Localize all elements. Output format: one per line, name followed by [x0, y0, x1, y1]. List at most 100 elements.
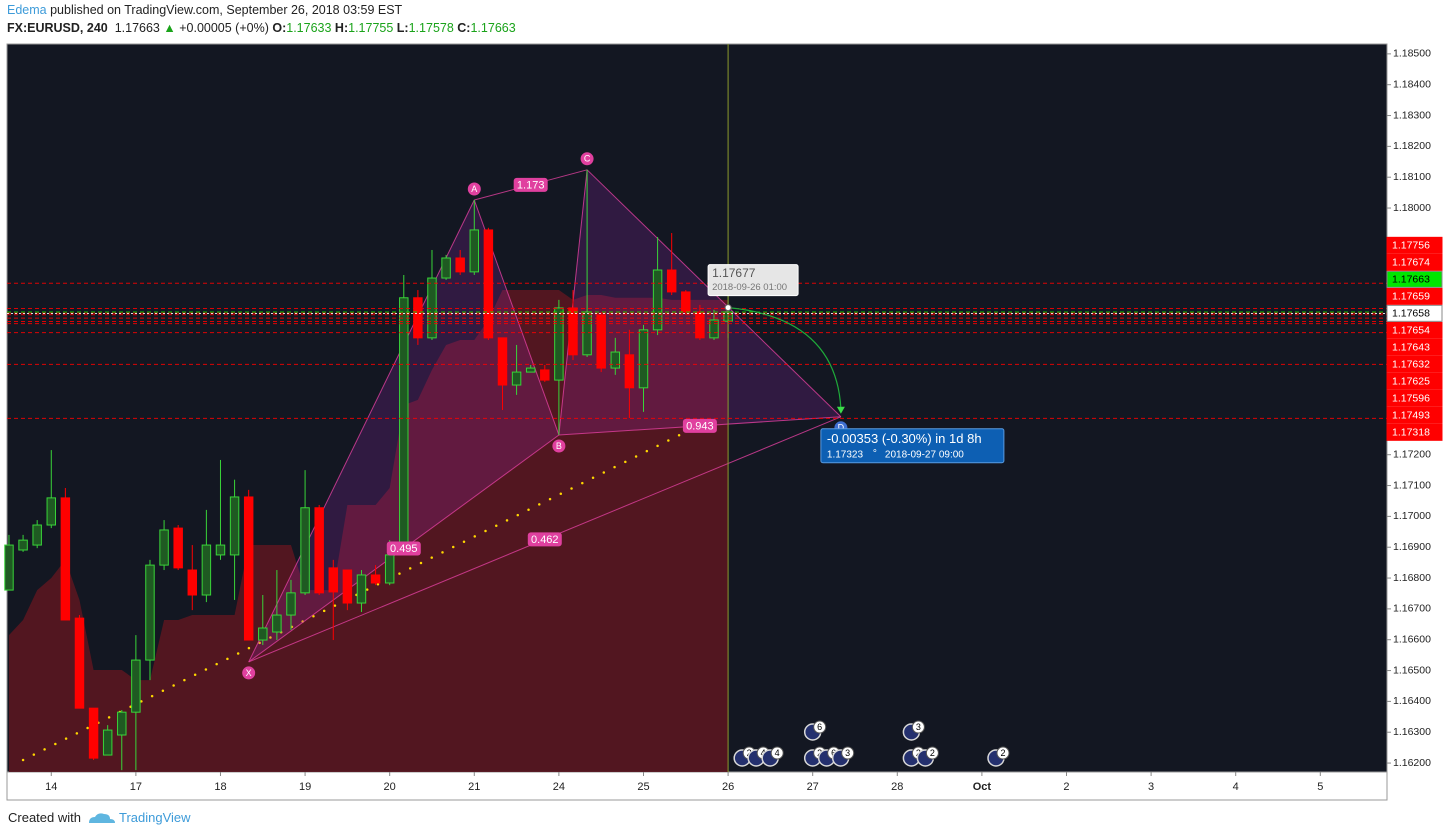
candle-body: [624, 354, 635, 389]
event-count: 3: [845, 748, 850, 758]
candle-body: [525, 367, 536, 373]
price-label: 1.17663: [1392, 274, 1430, 286]
y-tick-label: 1.18300: [1393, 109, 1431, 121]
x-tick-label: 20: [384, 781, 396, 793]
price-label: 1.17625: [1392, 376, 1430, 388]
y-tick-label: 1.17000: [1393, 510, 1431, 522]
ratio-label: 0.943: [686, 420, 714, 432]
candle-body: [88, 707, 99, 759]
candle-body: [384, 554, 395, 584]
x-tick-label: 3: [1148, 781, 1154, 793]
event-badge: [996, 746, 1010, 760]
candle-body: [46, 497, 57, 526]
ratio-box: [386, 541, 421, 556]
candle-body: [427, 277, 437, 339]
brand[interactable]: TradingView: [118, 810, 191, 825]
close-label: C:: [457, 21, 471, 35]
symbol: FX:EURUSD, 240: [7, 21, 108, 35]
x-tick-label: 14: [45, 781, 57, 793]
price-label-box: [1386, 236, 1443, 254]
y-tick-label: 1.18500: [1393, 48, 1431, 60]
candle-body: [145, 564, 155, 661]
y-tick-label: 1.16900: [1393, 541, 1431, 553]
pattern-point-label: A: [471, 184, 477, 194]
candle-body: [652, 269, 663, 331]
crosshair-point: [724, 304, 732, 312]
candle-body: [286, 592, 296, 616]
candle-body: [681, 291, 691, 313]
ratio-box: [527, 532, 562, 547]
projection-change: -0.00353 (-0.30%) in 1d 8h: [827, 431, 982, 446]
price-label-box: [1386, 287, 1443, 305]
event-badge: [925, 746, 939, 760]
candle-body: [596, 314, 606, 369]
event-count: 2: [930, 748, 935, 758]
footer: Created with TradingView: [8, 810, 191, 825]
x-tick-label: 27: [807, 781, 819, 793]
candle-body: [511, 371, 522, 386]
pattern-point: [242, 666, 256, 680]
candle-body: [74, 617, 85, 709]
event-badge: [911, 720, 925, 734]
candle-body: [117, 711, 127, 736]
pattern-point-label: B: [556, 441, 562, 451]
candle-body: [709, 319, 719, 339]
candle-body: [314, 507, 324, 594]
ratio-label: 0.462: [531, 534, 559, 546]
candle-body: [4, 544, 14, 591]
price-label-box: [1386, 406, 1443, 424]
price-label: 1.17632: [1392, 359, 1430, 371]
y-tick-label: 1.16700: [1393, 603, 1431, 615]
price-label-box: [1386, 321, 1443, 339]
header-line-2: FX:EURUSD, 240 1.17663 ▲ +0.00005 (+0%) …: [7, 21, 516, 35]
ratio-box: [513, 177, 548, 192]
price-label: 1.17318: [1392, 427, 1430, 439]
candle-body: [666, 269, 677, 293]
low-label: L:: [396, 21, 409, 35]
candle-body: [243, 496, 254, 641]
candle-body: [32, 524, 42, 546]
event-count: 2: [1000, 748, 1005, 758]
candle-body: [18, 539, 28, 551]
price-label: 1.17756: [1392, 240, 1430, 252]
projection-degree: °: [873, 448, 877, 459]
candle-body: [568, 307, 578, 356]
x-tick-label: 2: [1063, 781, 1069, 793]
pattern-point-label: X: [246, 668, 252, 678]
x-tick-label: Oct: [973, 781, 992, 793]
header-line-1: Edema published on TradingView.com, Sept…: [7, 3, 402, 17]
event-count: 3: [916, 722, 921, 732]
author: Edema: [7, 3, 47, 17]
candle-body: [300, 507, 310, 594]
projection-time: 2018-09-27 09:00: [885, 449, 964, 460]
crosshair-price: 1.17677: [712, 266, 756, 280]
high-value: 1.17755: [348, 21, 394, 35]
candle-body: [102, 729, 113, 756]
pattern-line: [248, 199, 475, 663]
candle-body: [370, 574, 381, 584]
price-label: 1.17654: [1392, 325, 1430, 337]
y-tick-label: 1.16200: [1393, 757, 1431, 769]
y-tick-label: 1.16500: [1393, 664, 1431, 676]
candle-body: [131, 659, 141, 713]
cloud-area: [8, 290, 729, 772]
y-tick-label: 1.17200: [1393, 448, 1431, 460]
change: +0.00005 (+0%): [179, 21, 269, 35]
crosshair-box: [707, 264, 799, 297]
x-tick-label: 28: [891, 781, 903, 793]
x-tick-label: 17: [130, 781, 142, 793]
pattern-point: [552, 439, 566, 453]
candle-body: [328, 567, 339, 593]
candle-body: [60, 497, 71, 621]
candle-body: [258, 627, 268, 641]
candle-body: [187, 569, 198, 596]
price-label: 1.17643: [1392, 342, 1430, 354]
price-label: 1.17659: [1392, 291, 1430, 303]
candle-body: [582, 311, 592, 356]
candle-body: [201, 544, 212, 596]
price-label-box: [1386, 270, 1443, 288]
projection-box: [820, 428, 1005, 464]
candle-body: [469, 229, 480, 273]
candle-body: [695, 311, 705, 339]
